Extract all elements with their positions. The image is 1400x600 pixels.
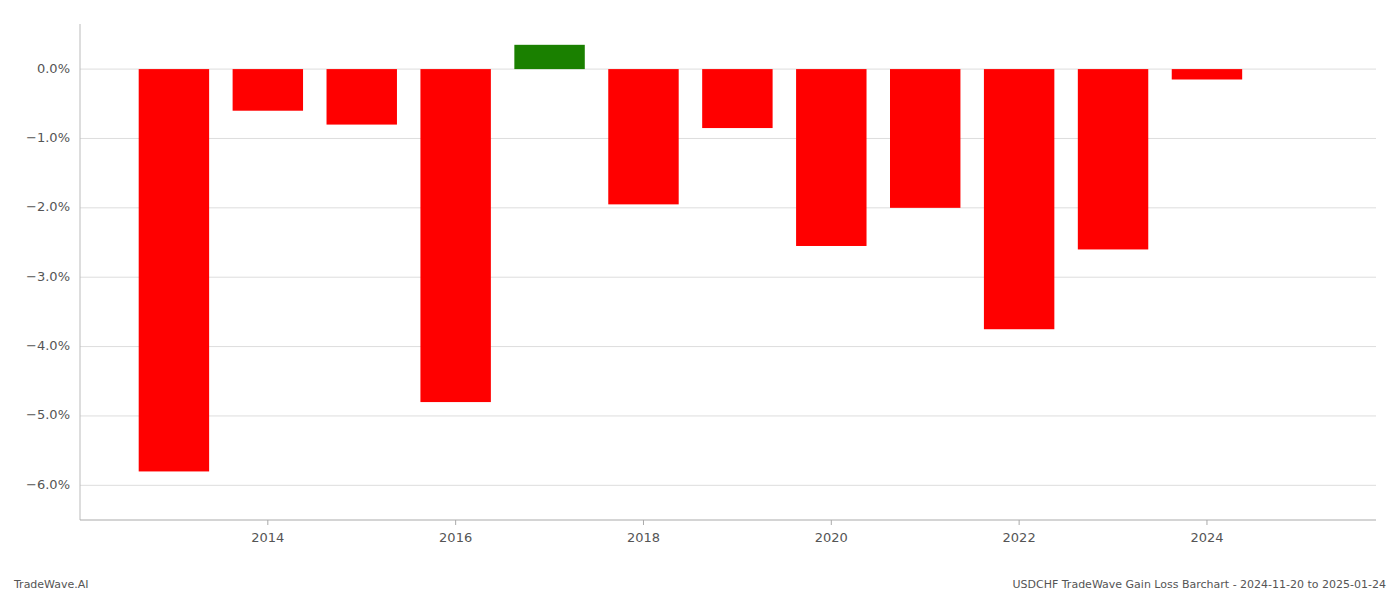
y-axis-line <box>80 24 81 520</box>
bar <box>327 69 397 124</box>
y-tick-label: −3.0% <box>26 269 70 284</box>
bar <box>702 69 772 128</box>
bar <box>139 69 209 471</box>
bar <box>796 69 866 246</box>
x-axis-line <box>80 520 1376 521</box>
y-tick-label: 0.0% <box>37 61 70 76</box>
bar <box>514 45 584 69</box>
x-tick <box>1019 520 1020 525</box>
bar <box>890 69 960 208</box>
y-tick-label: −2.0% <box>26 199 70 214</box>
grid-line <box>80 138 1376 139</box>
bar <box>608 69 678 204</box>
title: USDCHF TradeWave Gain Loss Barchart - 20… <box>1012 578 1386 591</box>
x-tick-label: 2014 <box>251 530 284 545</box>
x-tick <box>643 520 644 525</box>
x-tick-label: 2024 <box>1190 530 1223 545</box>
x-tick <box>267 520 268 525</box>
footnote: TradeWave.AI <box>13 578 89 591</box>
y-tick-label: −1.0% <box>26 130 70 145</box>
grid-line <box>80 346 1376 347</box>
x-tick <box>831 520 832 525</box>
y-tick-label: −4.0% <box>26 338 70 353</box>
y-tick-label: −6.0% <box>26 477 70 492</box>
bar <box>420 69 490 402</box>
y-tick-label: −5.0% <box>26 407 70 422</box>
x-tick-label: 2022 <box>1003 530 1036 545</box>
grid-line <box>80 277 1376 278</box>
x-tick <box>455 520 456 525</box>
bar <box>1078 69 1148 249</box>
x-tick <box>1206 520 1207 525</box>
grid-line <box>80 207 1376 208</box>
chart: 0.0% −1.0% −2.0% −3.0% −4.0% −5.0% −6.0% 2014 20… <box>0 0 1400 600</box>
bar <box>984 69 1054 329</box>
x-tick-label: 2016 <box>439 530 472 545</box>
bars <box>139 45 1242 472</box>
x-tick-label: 2018 <box>627 530 660 545</box>
grid-line <box>80 485 1376 486</box>
x-tick-label: 2020 <box>815 530 848 545</box>
bar <box>1172 69 1242 79</box>
bar <box>233 69 303 111</box>
grid-line <box>80 415 1376 416</box>
grid <box>80 69 1376 485</box>
